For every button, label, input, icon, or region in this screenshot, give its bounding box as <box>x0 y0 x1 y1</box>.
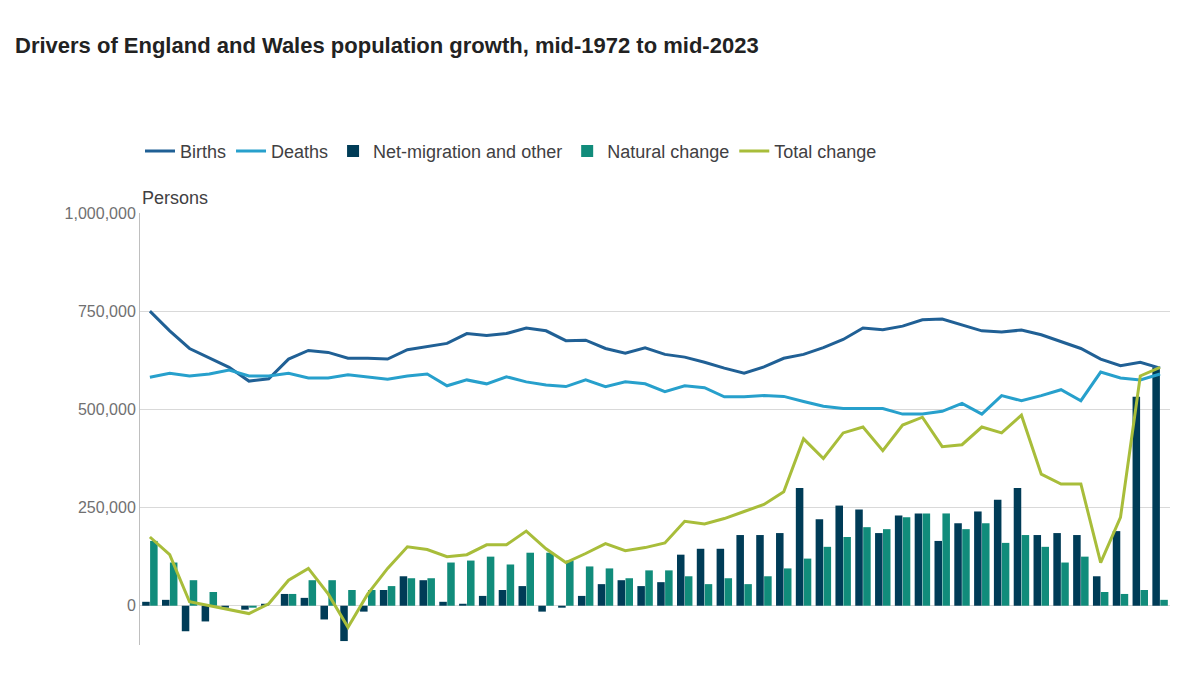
svg-text:1,000,000: 1,000,000 <box>65 205 136 222</box>
svg-text:Deaths: Deaths <box>271 142 328 162</box>
svg-text:250,000: 250,000 <box>78 499 136 516</box>
svg-text:Births: Births <box>180 142 226 162</box>
svg-text:0: 0 <box>127 597 136 614</box>
svg-text:750,000: 750,000 <box>78 303 136 320</box>
svg-text:Total change: Total change <box>774 142 876 162</box>
svg-text:Net-migration and other: Net-migration and other <box>373 142 562 162</box>
svg-text:Natural change: Natural change <box>607 142 729 162</box>
svg-text:500,000: 500,000 <box>78 401 136 418</box>
svg-text:Persons: Persons <box>142 188 208 208</box>
svg-text:Drivers of England and Wales p: Drivers of England and Wales population … <box>15 33 759 58</box>
